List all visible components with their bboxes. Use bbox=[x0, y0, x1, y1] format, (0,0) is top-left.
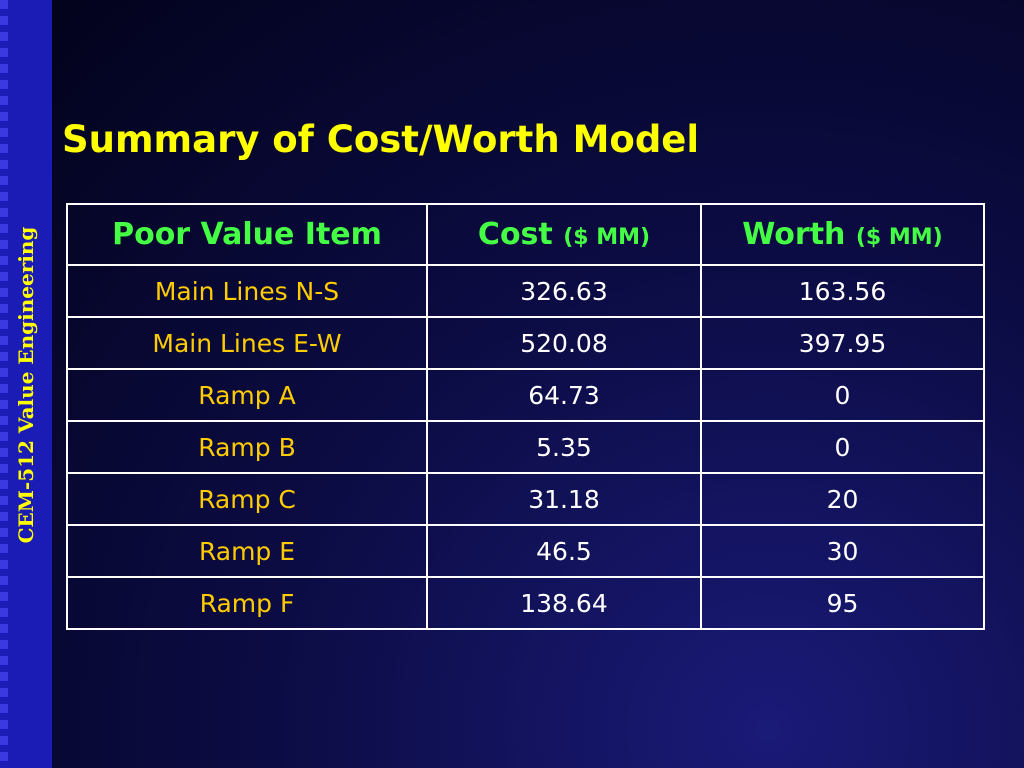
table-row: Ramp A 64.73 0 bbox=[66, 368, 985, 422]
row-cost: 5.35 bbox=[426, 420, 702, 474]
table-row: Ramp B 5.35 0 bbox=[66, 420, 985, 474]
slide-title: Summary of Cost/Worth Model bbox=[62, 118, 700, 161]
table-row: Main Lines N-S 326.63 163.56 bbox=[66, 264, 985, 318]
sidebar-edge-pattern bbox=[0, 0, 8, 768]
row-cost: 64.73 bbox=[426, 368, 702, 422]
row-cost: 326.63 bbox=[426, 264, 702, 318]
row-cost: 520.08 bbox=[426, 316, 702, 370]
table-row: Main Lines E-W 520.08 397.95 bbox=[66, 316, 985, 370]
row-cost: 138.64 bbox=[426, 576, 702, 630]
row-worth: 397.95 bbox=[700, 316, 985, 370]
row-cost: 31.18 bbox=[426, 472, 702, 526]
row-item: Ramp A bbox=[66, 368, 428, 422]
table-header-row: Poor Value Item Cost ($ MM) Worth ($ MM) bbox=[66, 203, 985, 266]
header-worth: Worth ($ MM) bbox=[700, 203, 985, 266]
row-worth: 0 bbox=[700, 420, 985, 474]
cost-worth-table: Poor Value Item Cost ($ MM) Worth ($ MM)… bbox=[66, 203, 985, 630]
row-item: Ramp B bbox=[66, 420, 428, 474]
table-row: Ramp C 31.18 20 bbox=[66, 472, 985, 526]
row-item: Ramp C bbox=[66, 472, 428, 526]
row-item: Main Lines E-W bbox=[66, 316, 428, 370]
header-cost-unit: ($ MM) bbox=[563, 225, 651, 250]
row-item: Main Lines N-S bbox=[66, 264, 428, 318]
row-worth: 163.56 bbox=[700, 264, 985, 318]
table-row: Ramp F 138.64 95 bbox=[66, 576, 985, 630]
header-worth-unit: ($ MM) bbox=[855, 225, 943, 250]
sidebar: CEM-512 Value Engineering bbox=[0, 0, 52, 768]
row-cost: 46.5 bbox=[426, 524, 702, 578]
sidebar-label: CEM-512 Value Engineering bbox=[14, 226, 38, 544]
row-item: Ramp F bbox=[66, 576, 428, 630]
header-item: Poor Value Item bbox=[66, 203, 428, 266]
header-cost: Cost ($ MM) bbox=[426, 203, 702, 266]
row-worth: 95 bbox=[700, 576, 985, 630]
row-worth: 20 bbox=[700, 472, 985, 526]
row-worth: 0 bbox=[700, 368, 985, 422]
row-worth: 30 bbox=[700, 524, 985, 578]
row-item: Ramp E bbox=[66, 524, 428, 578]
table-row: Ramp E 46.5 30 bbox=[66, 524, 985, 578]
